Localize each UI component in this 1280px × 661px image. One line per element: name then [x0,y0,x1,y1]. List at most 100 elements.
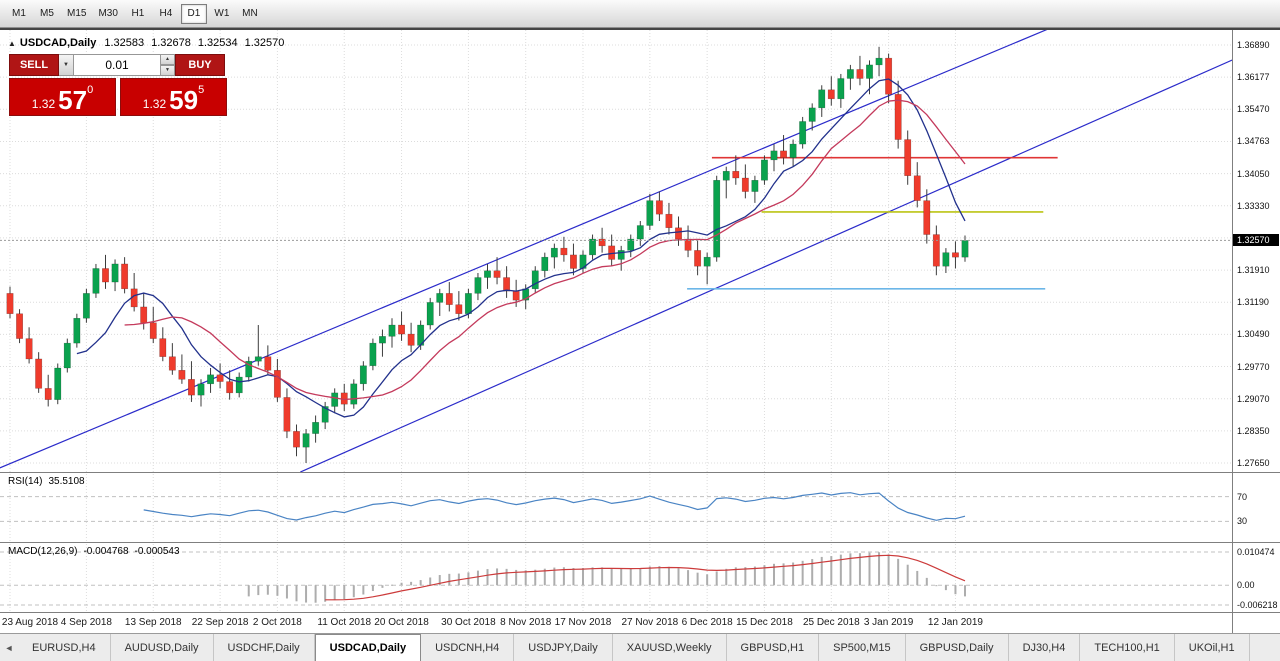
tab-usdjpy-daily[interactable]: USDJPY,Daily [514,634,613,661]
rsi-canvas[interactable] [0,474,1232,542]
volume-increase-button[interactable]: ▲ [161,54,175,65]
price-pane: ▲ USDCAD,Daily 1.32583 1.32678 1.32534 1.3257… [0,30,1280,472]
chart-top-edge [0,28,1280,30]
rsi-indicator-name: RSI(14) [8,476,43,487]
rsi-value: 35.5108 [48,476,85,487]
date-axis-label: 17 Nov 2018 [554,617,612,628]
tab-audusd-daily[interactable]: AUDUSD,Daily [111,634,214,661]
date-axis-label: 20 Oct 2018 [374,617,429,628]
buy-price-pips: 59 [169,85,199,115]
timeframe-button-h1[interactable]: H1 [125,4,151,24]
price-chart-canvas[interactable] [0,30,1232,472]
price-axis-label: 1.34050 [1237,168,1270,179]
chart-tabs-bar: ◄ EURUSD,H4 AUDUSD,Daily USDCHF,Daily USDCA… [0,633,1280,661]
price-axis-label: 1.33330 [1237,200,1270,211]
chart-tabs: EURUSD,H4 AUDUSD,Daily USDCHF,Daily USDCAD,… [18,634,1250,661]
price-axis-label: 1.35470 [1237,104,1270,115]
rsi-level-label: 70 [1237,491,1248,502]
volume-decrease-button[interactable]: ▼ [161,65,175,76]
volume-stepper: ▲ ▼ [161,54,175,76]
macd-main-value: -0.004768 [83,546,129,557]
price-axis-label: 1.36177 [1237,72,1270,83]
timeframe-button-m1[interactable]: M1 [6,4,32,24]
rsi-level-label: 30 [1237,516,1248,527]
timeframe-button-m5[interactable]: M5 [34,4,60,24]
date-axis-label: 3 Jan 2019 [863,617,914,628]
macd-canvas[interactable] [0,544,1232,612]
price-axis-label: 1.27650 [1237,458,1270,468]
macd-axis-label: 0.010474 [1237,547,1275,557]
date-axis-label: 12 Jan 2019 [927,617,983,628]
date-axis-label: 13 Sep 2018 [124,617,182,628]
time-axis[interactable]: 23 Aug 2018 4 Sep 2018 13 Sep 2018 22 Sep 2… [0,612,1280,633]
timeframe-button-mn[interactable]: MN [237,4,263,24]
price-axis-label: 1.29070 [1237,393,1270,404]
price-axis-label: 1.31910 [1237,265,1270,276]
date-axis-label: 23 Aug 2018 [1,617,59,628]
timeframe-button-d1[interactable]: D1 [180,3,207,24]
buy-price-pipette: 5 [198,84,205,96]
sell-button[interactable]: SELL [9,54,59,76]
chart-symbol-label: USDCAD,Daily [19,37,97,49]
ohlc-close: 1.32570 [244,37,285,49]
one-click-collapse-icon[interactable]: ▲ [8,39,16,48]
macd-signal-value: -0.000543 [134,546,180,557]
date-axis-label: 22 Sep 2018 [191,617,249,628]
volume-input[interactable] [74,54,161,76]
timeframe-button-h4[interactable]: H4 [153,4,179,24]
tab-usdcnh-h4[interactable]: USDCNH,H4 [421,634,515,661]
timeframe-button-w1[interactable]: W1 [209,4,235,24]
tabs-scroll-left-button[interactable]: ◄ [0,634,18,661]
ohlc-high: 1.32678 [151,37,191,49]
price-axis-separator [1232,30,1233,633]
tab-gbpusd-h1[interactable]: GBPUSD,H1 [727,634,820,661]
date-axis-label: 25 Dec 2018 [802,617,860,628]
timeframe-toolbar: M1 M5 M15 M30 H1 H4 D1 W1 MN [0,0,1280,28]
chart-title: ▲ USDCAD,Daily 1.32583 1.32678 1.32534 1.3257… [8,37,291,49]
sell-price-base: 1.32 [31,97,56,111]
tab-gbpusd-daily[interactable]: GBPUSD,Daily [906,634,1009,661]
price-axis-label: 1.31190 [1237,297,1269,308]
ohlc-open: 1.32583 [104,37,145,49]
macd-axis-label: 0.00 [1237,580,1255,591]
chevron-up-icon: ▲ [165,56,170,62]
chart-area: ▲ USDCAD,Daily 1.32583 1.32678 1.32534 1.3257… [0,28,1280,633]
tab-ukoil-h1[interactable]: UKOil,H1 [1175,634,1250,661]
buy-price-base: 1.32 [142,97,167,111]
price-axis-label: 1.36890 [1237,40,1270,50]
rsi-label: RSI(14) 35.5108 [8,476,91,487]
sell-price-quote[interactable]: 1.32 57 0 [9,78,116,116]
date-axis-label: 8 Nov 2018 [500,617,552,628]
tab-dj30-h4[interactable]: DJ30,H4 [1009,634,1081,661]
tab-xauusd-weekly[interactable]: XAUUSD,Weekly [613,634,727,661]
date-axis-label: 6 Dec 2018 [681,617,733,628]
date-axis-label: 27 Nov 2018 [621,617,679,628]
price-axis-label: 1.30490 [1237,329,1270,340]
sell-price-pips: 57 [58,85,88,115]
chevron-down-icon: ▼ [165,67,170,73]
rsi-pane: RSI(14) 35.5108 70 30 [0,472,1280,542]
tab-tech100-h1[interactable]: TECH100,H1 [1080,634,1175,661]
timeframe-button-m15[interactable]: M15 [62,4,91,24]
buy-button[interactable]: BUY [175,54,225,76]
date-axis-label: 2 Oct 2018 [252,617,302,628]
tab-eurusd-h4[interactable]: EURUSD,H4 [18,634,111,661]
volume-dropdown-button[interactable]: ▼ [59,54,74,76]
price-axis[interactable] [1233,30,1280,633]
tab-usdcad-daily[interactable]: USDCAD,Daily [314,634,422,661]
date-axis-label: 11 Oct 2018 [317,617,372,628]
one-click-trading-panel: SELL ▼ ▲ ▼ BUY 1.32 57 0 [9,54,227,116]
tab-sp500-m15[interactable]: SP500,M15 [819,634,906,661]
tab-usdchf-daily[interactable]: USDCHF,Daily [214,634,315,661]
chevron-down-icon: ▼ [63,62,69,68]
timeframe-button-m30[interactable]: M30 [93,4,122,24]
price-axis-label: 1.34763 [1237,136,1270,147]
sell-price-pipette: 0 [87,84,94,96]
date-axis-label: 15 Dec 2018 [736,617,793,628]
macd-indicator-name: MACD(12,26,9) [8,546,78,557]
date-axis-label: 30 Oct 2018 [441,617,496,628]
ohlc-low: 1.32534 [197,37,238,49]
buy-price-quote[interactable]: 1.32 59 5 [120,78,227,116]
price-axis-label: 1.29770 [1237,361,1270,372]
